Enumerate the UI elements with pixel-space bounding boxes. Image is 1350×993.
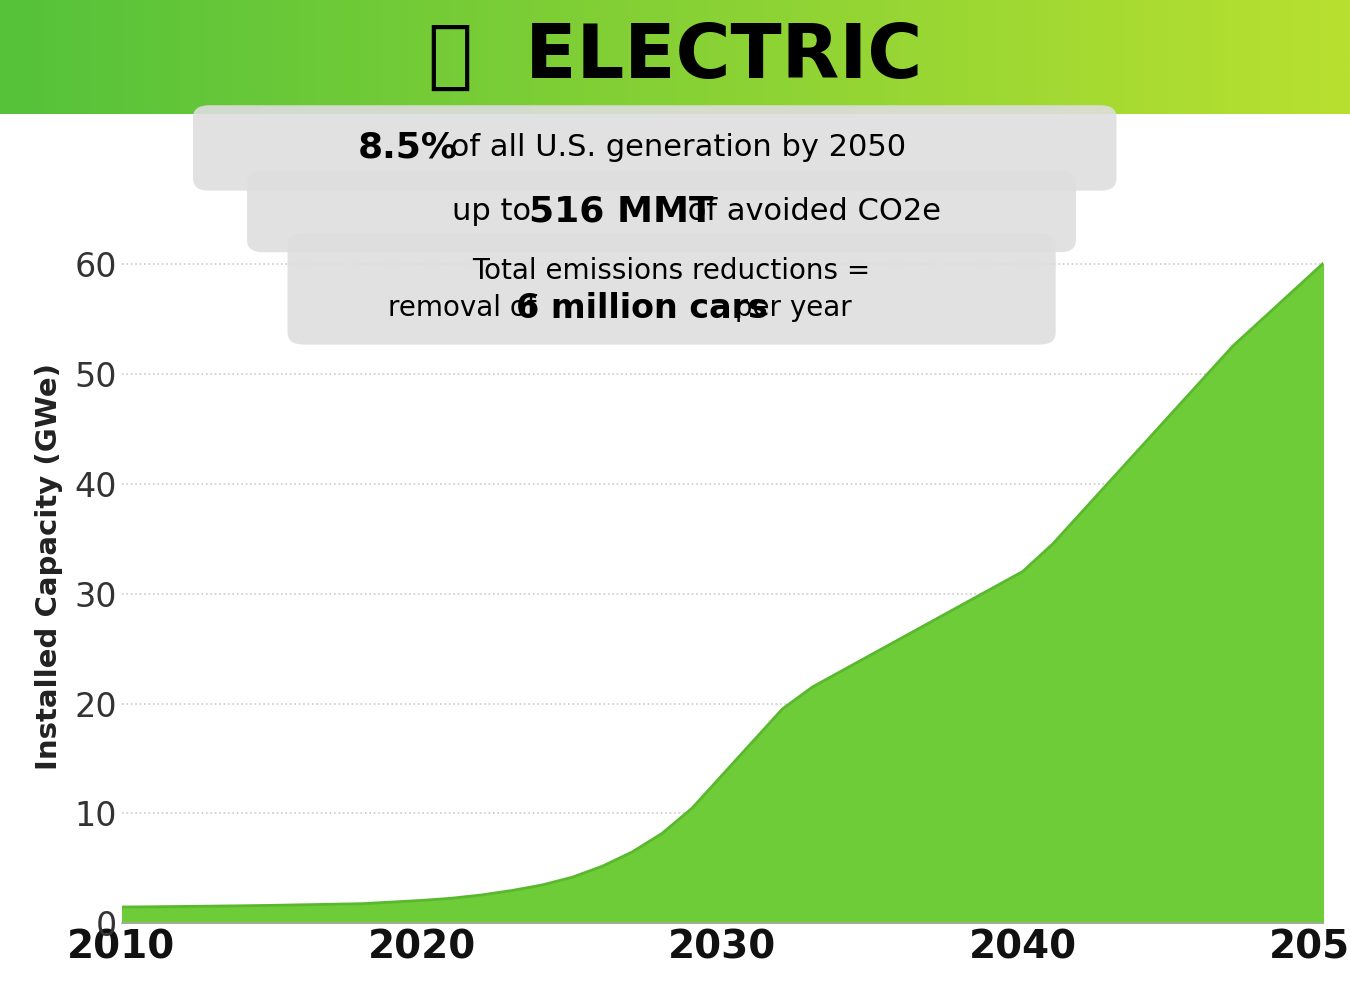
Y-axis label: Installed Capacity (GWe): Installed Capacity (GWe) — [35, 362, 63, 770]
Text: 6 million cars: 6 million cars — [517, 292, 768, 325]
Text: of all U.S. generation by 2050: of all U.S. generation by 2050 — [441, 133, 907, 163]
Text: 516 MMT: 516 MMT — [529, 195, 714, 228]
Text: Total emissions reductions =: Total emissions reductions = — [472, 257, 871, 285]
Text: per year: per year — [726, 294, 852, 322]
Text: ⏻  ELECTRIC: ⏻ ELECTRIC — [428, 21, 922, 93]
Text: removal of: removal of — [389, 294, 545, 322]
Text: up to: up to — [452, 197, 541, 226]
Text: of avoided CO2e: of avoided CO2e — [678, 197, 941, 226]
Text: 8.5%: 8.5% — [358, 131, 458, 165]
